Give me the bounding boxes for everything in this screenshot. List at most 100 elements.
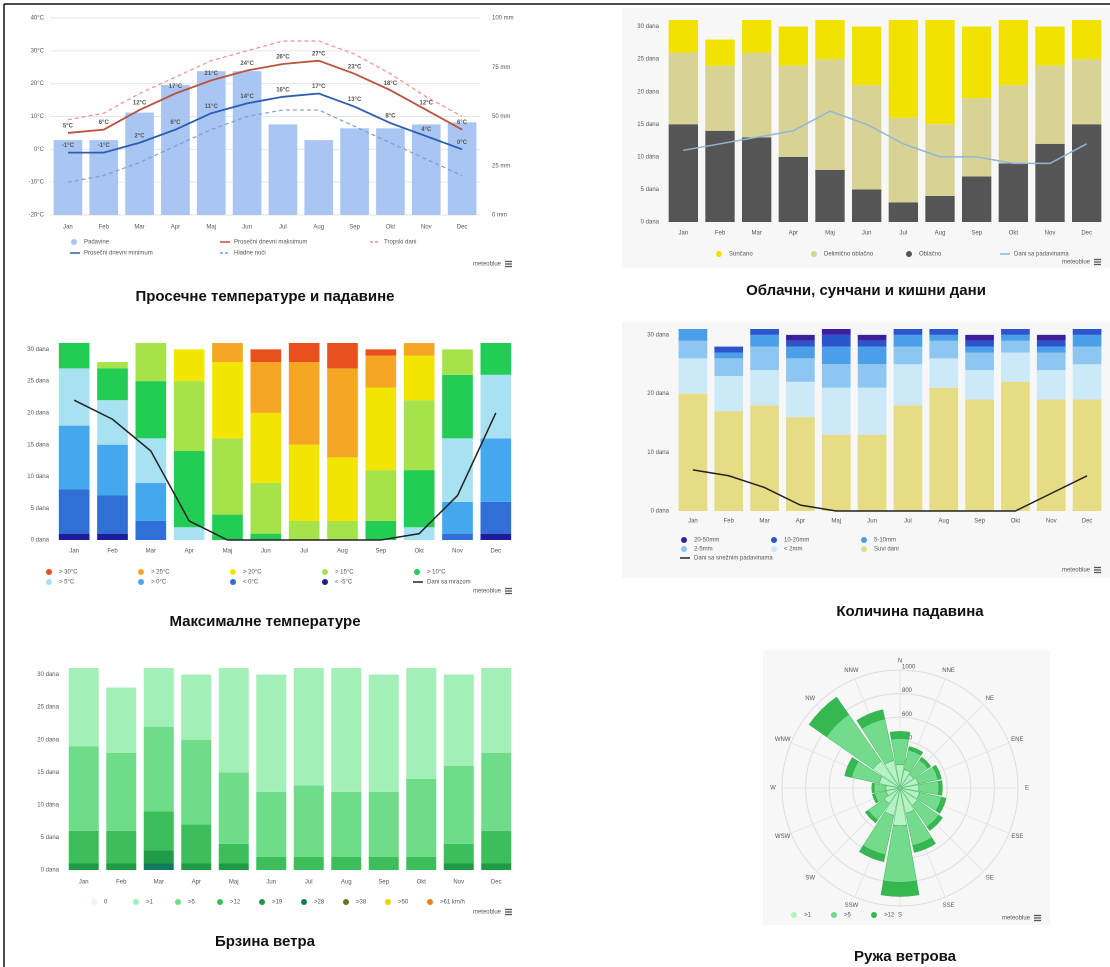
- credit: meteoblue: [473, 910, 502, 916]
- bar-segment: [786, 417, 815, 511]
- legend-label: Oblačno: [919, 252, 942, 258]
- y-tick-label: 0 dana: [31, 538, 50, 544]
- legend-marker: [322, 579, 328, 585]
- y-tick-label: 20 dana: [647, 391, 669, 397]
- bar-segment: [143, 811, 174, 851]
- legend-marker: [716, 251, 722, 257]
- bar-segment: [443, 765, 474, 844]
- bar-segment: [331, 856, 362, 870]
- rose-wedge: [872, 793, 879, 804]
- x-tick-label: Feb: [99, 225, 110, 231]
- bar-segment: [327, 457, 358, 521]
- value-label: 24°C: [240, 61, 254, 67]
- bar-segment: [173, 527, 205, 540]
- bar: [161, 84, 190, 215]
- x-tick-label: Jul: [899, 231, 907, 237]
- bar-segment: [481, 863, 512, 870]
- line: [683, 110, 1088, 165]
- y-tick-label: 10°C: [31, 114, 45, 120]
- y-tick-label: 0 dana: [641, 220, 660, 226]
- bar-segment: [250, 533, 282, 540]
- bar-segment: [1036, 340, 1066, 347]
- line: [73, 399, 497, 541]
- value-label: 6°C: [170, 120, 181, 126]
- legend-marker: [71, 239, 77, 245]
- bar-segment: [331, 668, 362, 792]
- bar-segment: [929, 329, 959, 335]
- x-tick-label: Okt: [386, 225, 396, 231]
- x-tick-label: Sep: [971, 231, 982, 237]
- direction-label: E: [1025, 786, 1029, 792]
- x-tick-label: Mar: [134, 225, 144, 231]
- bar-segment: [97, 444, 128, 496]
- bar-segment: [97, 533, 128, 540]
- direction-label: SSE: [943, 903, 955, 909]
- x-tick-label: Aug: [341, 880, 352, 886]
- bar-segment: [742, 137, 772, 222]
- bar-segment: [750, 334, 779, 347]
- credit: meteoblue: [1002, 916, 1031, 922]
- x-tick-label: Apr: [184, 549, 193, 555]
- y-tick-label: 40°C: [31, 16, 45, 22]
- legend-label: >50: [398, 900, 409, 906]
- x-tick-label: Maj: [206, 225, 216, 231]
- bar-segment: [97, 362, 128, 369]
- x-tick-label: Jun: [266, 880, 276, 886]
- bar-segment: [893, 334, 923, 347]
- direction-label: NW: [805, 696, 815, 702]
- legend-label: Hladne noći: [234, 251, 266, 257]
- legend-marker: [871, 912, 877, 918]
- bar-segment: [58, 425, 90, 490]
- bar-segment: [668, 20, 698, 53]
- bar-segment: [857, 387, 887, 435]
- chart-title: Количина падавина: [836, 603, 984, 620]
- bar-segment: [778, 156, 808, 222]
- legend-marker: [831, 912, 837, 918]
- y2-tick-label: 0 mm: [492, 213, 507, 219]
- legend-marker: [791, 912, 797, 918]
- y2-tick-label: 75 mm: [492, 65, 510, 71]
- bar-segment: [1036, 352, 1066, 371]
- legend-marker: [343, 899, 349, 905]
- bar: [340, 128, 369, 215]
- legend-label: >12: [884, 913, 895, 919]
- legend-marker: [681, 537, 687, 543]
- direction-label: S: [898, 913, 902, 919]
- bar-segment: [678, 393, 708, 511]
- bar-segment: [106, 863, 137, 870]
- bar-segment: [714, 346, 744, 353]
- bar-segment: [406, 778, 437, 857]
- legend-label: >5: [844, 913, 852, 919]
- x-tick-label: Apr: [789, 231, 798, 237]
- bar-segment: [97, 495, 128, 534]
- bar-segment: [857, 434, 887, 511]
- chart-title: Просечне температуре и падавине: [135, 288, 394, 305]
- bar-segment: [786, 381, 815, 418]
- bar-segment: [965, 340, 994, 347]
- y-tick-label: 20 dana: [27, 410, 49, 416]
- bar-segment: [893, 364, 923, 406]
- bar-segment: [212, 362, 243, 439]
- bar-segment: [1072, 399, 1102, 511]
- x-tick-label: Nov: [1046, 519, 1057, 525]
- legend-marker: [906, 251, 912, 257]
- bar-segment: [442, 438, 473, 502]
- bar-segment: [1035, 26, 1065, 66]
- legend-label: 20-50mm: [694, 538, 719, 544]
- rose-wedge: [859, 845, 886, 863]
- bar-segment: [821, 364, 851, 388]
- bar-segment: [750, 370, 779, 406]
- x-tick-label: Sep: [974, 519, 985, 525]
- y-tick-label: 20 dana: [37, 737, 59, 743]
- bar-segment: [106, 830, 137, 864]
- rose-wedge: [938, 780, 943, 796]
- bar-segment: [750, 346, 779, 371]
- bar-segment: [962, 98, 992, 177]
- legend-label: > 15°C: [335, 570, 354, 576]
- legend-marker: [217, 899, 223, 905]
- x-tick-label: Jan: [688, 519, 698, 525]
- bar-segment: [173, 349, 205, 382]
- x-tick-label: Jun: [261, 549, 271, 555]
- credit: meteoblue: [473, 589, 502, 595]
- bar-segment: [480, 374, 512, 439]
